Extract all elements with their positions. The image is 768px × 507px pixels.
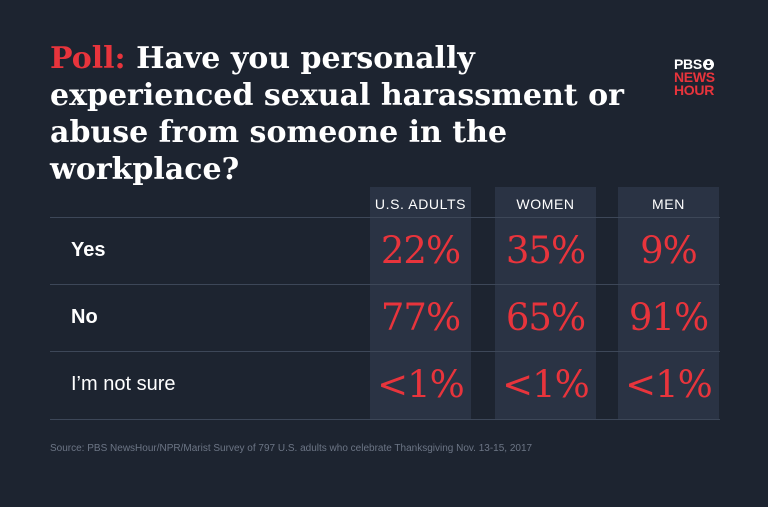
value-cell: <1%	[502, 363, 590, 406]
value-cell: 77%	[380, 296, 461, 339]
value-cell: <1%	[625, 363, 713, 406]
pbs-newshour-logo: PBS NEWS HOUR	[674, 56, 730, 98]
chart-title: Poll: Have you personally experienced se…	[50, 40, 640, 188]
value-cell: <1%	[377, 363, 465, 406]
logo-pbs-text: PBS	[674, 56, 702, 72]
value-cell: 35%	[505, 229, 586, 272]
column-panel-2	[618, 187, 719, 420]
row-label-2: I’m not sure	[71, 373, 176, 395]
value-cell: 22%	[380, 229, 461, 272]
title-text: Have you personally experienced sexual h…	[50, 41, 624, 187]
row-divider-2	[50, 351, 720, 352]
row-divider-1	[50, 284, 720, 285]
logo-hour-text: HOUR	[674, 82, 715, 98]
title-prefix: Poll:	[50, 41, 126, 76]
column-panel-0	[370, 187, 471, 420]
column-header-2: MEN	[652, 196, 685, 212]
source-note: Source: PBS NewsHour/NPR/Marist Survey o…	[50, 443, 533, 454]
pbs-head-icon	[702, 59, 714, 70]
row-label-1: No	[71, 306, 98, 328]
row-label-0: Yes	[71, 239, 106, 261]
value-cell: 9%	[640, 229, 698, 272]
value-cell: 65%	[505, 296, 586, 339]
column-header-0: U.S. ADULTS	[374, 196, 467, 212]
row-divider-0	[50, 217, 720, 218]
logo-news-text: NEWS	[674, 69, 715, 85]
row-divider-3	[50, 419, 720, 420]
column-panel-1	[495, 187, 596, 420]
column-header-1: WOMEN	[516, 196, 575, 212]
logo-pbs: PBS	[674, 56, 730, 72]
value-cell: 91%	[628, 296, 709, 339]
